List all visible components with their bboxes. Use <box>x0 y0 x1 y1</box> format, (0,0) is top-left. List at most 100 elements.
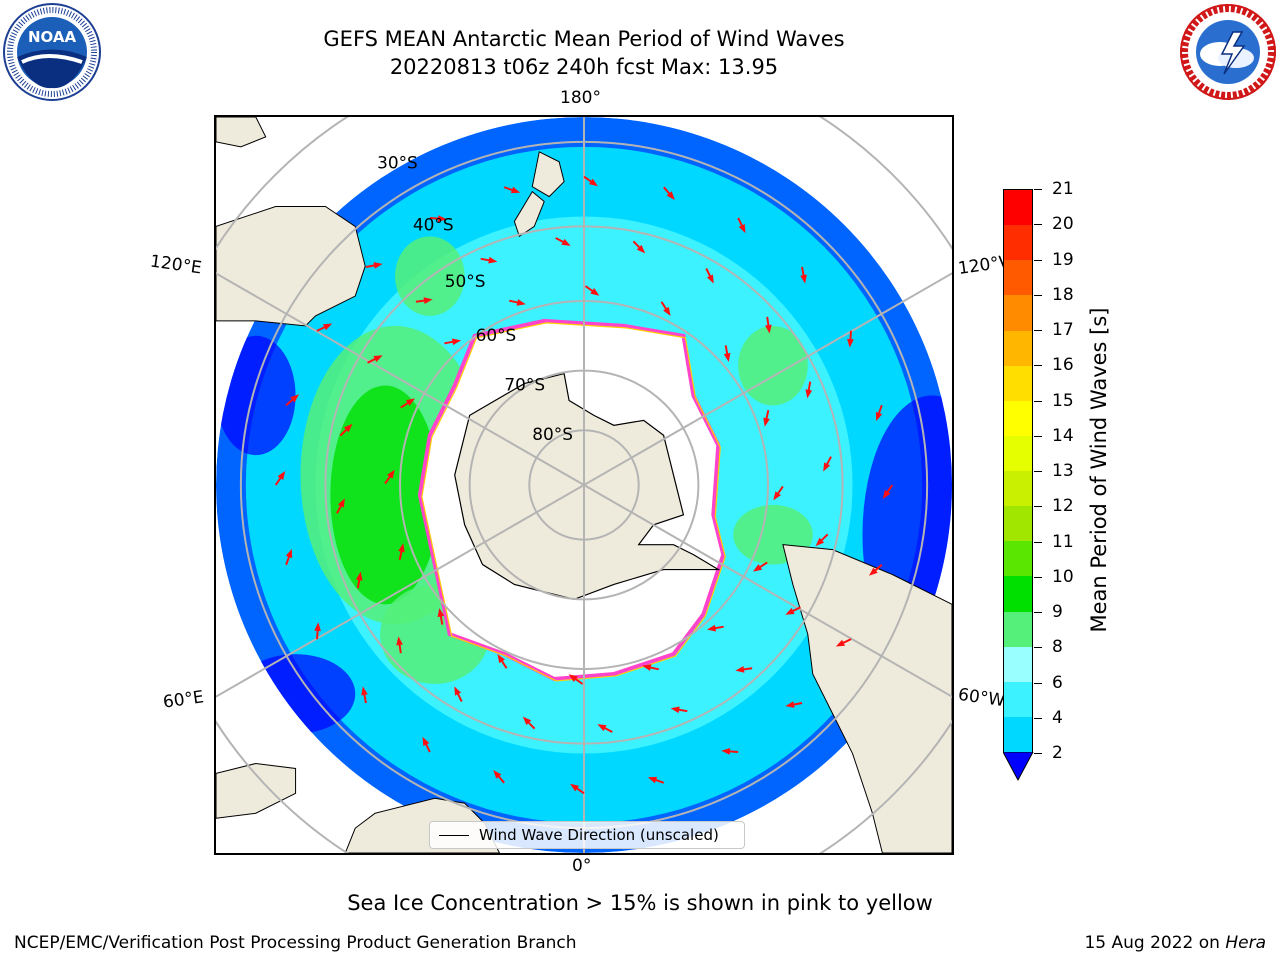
colorbar-tick-label: 9 <box>1052 602 1063 622</box>
wind-wave-arrowhead <box>516 299 526 306</box>
colorbar-segment <box>1004 541 1032 577</box>
colorbar-segment <box>1004 646 1032 682</box>
wind-wave-arrowhead <box>663 306 671 317</box>
colorbar-tick <box>1034 224 1042 226</box>
footer-date: 15 Aug 2022 on Hera <box>1084 933 1266 953</box>
colorbar-segment <box>1004 225 1032 261</box>
wind-wave-arrowhead <box>568 674 578 682</box>
colorbar-segment <box>1004 260 1032 296</box>
wind-wave-arrowhead <box>387 469 395 479</box>
colorbar-tick <box>1034 753 1042 754</box>
land-new-zealand-south <box>513 190 545 238</box>
land-australia <box>216 206 366 327</box>
lat-label-80s: 80°S <box>532 424 573 444</box>
map-canvas: 30°S 40°S 50°S 60°S 70°S 80°S <box>216 117 952 853</box>
svg-text:NOAA: NOAA <box>28 28 77 46</box>
colorbar-segment <box>1004 400 1032 436</box>
wind-wave-arrowhead <box>437 215 447 222</box>
wind-wave-arrowhead <box>847 338 854 348</box>
colorbar-tick <box>1034 717 1042 719</box>
wind-wave-arrowhead <box>522 716 532 726</box>
colorbar-tick <box>1034 400 1042 402</box>
colorbar-tick <box>1034 189 1042 190</box>
lat-label-40s: 40°S <box>413 214 454 234</box>
colorbar-label: Mean Period of Wind Waves [s] <box>1087 307 1111 633</box>
wind-wave-arrowhead <box>875 411 883 422</box>
colorbar-tick-label: 19 <box>1052 249 1074 270</box>
wind-wave-arrowhead <box>423 297 433 304</box>
wind-wave-arrowhead <box>396 636 403 646</box>
wind-wave-arrowhead <box>337 498 345 508</box>
wind-wave-arrowhead <box>588 178 598 187</box>
wind-wave-arrowhead <box>800 274 807 284</box>
wind-wave-arrowhead <box>361 686 368 696</box>
colorbar-tick <box>1034 612 1042 613</box>
wind-wave-arrowhead <box>343 423 353 433</box>
wind-wave-arrowhead <box>373 262 383 269</box>
footer-machine: Hera <box>1225 933 1266 953</box>
wind-wave-arrowhead <box>405 398 416 406</box>
chart-subtitle: 20220813 t06z 240h fcst Max: 13.95 <box>389 55 779 79</box>
colorbar-tick <box>1034 330 1042 331</box>
land-madagascar <box>216 762 297 819</box>
colorbar-extend-arrow <box>1003 752 1034 782</box>
lon-label-0: 0° <box>572 856 592 876</box>
wind-wave-arrowhead <box>835 639 846 647</box>
colorbar-segment <box>1004 295 1032 331</box>
colorbar-tick <box>1034 259 1042 261</box>
lat-label-50s: 50°S <box>445 271 486 291</box>
wind-wave-arrowhead <box>785 701 795 708</box>
colorbar-tick-label: 10 <box>1052 566 1074 587</box>
colorbar-tick-label: 11 <box>1052 531 1074 552</box>
wind-wave-arrowhead <box>882 489 891 499</box>
legend-label: Wind Wave Direction (unscaled) <box>479 826 719 844</box>
colorbar-tick-label: 18 <box>1052 284 1074 305</box>
land-new-zealand-north <box>531 151 565 198</box>
polar-map: 30°S 40°S 50°S 60°S 70°S 80°S Wind Wave … <box>214 115 954 855</box>
colorbar-tick <box>1034 682 1042 684</box>
wind-wave-arrowhead <box>666 191 675 201</box>
wind-wave-arrowhead <box>488 256 498 264</box>
legend-line-swatch <box>439 834 469 836</box>
colorbar-tick-label: 14 <box>1052 425 1074 446</box>
colorbar-tick-label: 17 <box>1052 320 1074 340</box>
wind-wave-arrowhead <box>805 389 813 399</box>
wind-wave-arrowhead <box>451 338 462 346</box>
colorbar-tick-label: 15 <box>1052 390 1074 411</box>
chart-title: GEFS MEAN Antarctic Mean Period of Wind … <box>323 27 845 51</box>
colorbar-tick <box>1034 647 1042 649</box>
colorbar-tick-label: 12 <box>1052 496 1074 517</box>
colorbar-tick <box>1034 471 1042 472</box>
lon-label-180: 180° <box>560 88 601 108</box>
land-australia-north <box>216 117 267 148</box>
wind-wave-arrowhead <box>773 491 781 501</box>
colorbar-tick-label: 4 <box>1052 707 1063 728</box>
wind-wave-arrowhead <box>706 624 717 632</box>
colorbar-segment <box>1004 330 1032 366</box>
colorbar <box>1003 189 1033 753</box>
colorbar-tick-label: 20 <box>1052 214 1074 235</box>
wind-wave-arrowhead <box>497 653 505 664</box>
wind-wave-arrows <box>274 175 894 795</box>
wind-wave-arrowhead <box>738 223 746 234</box>
lat-label-30s: 30°S <box>377 153 418 173</box>
wind-wave-arrowhead <box>752 564 763 572</box>
noaa-logo: NOAA <box>3 3 101 101</box>
wind-wave-arrowhead <box>277 471 286 481</box>
lon-label-120e: 120°E <box>148 251 203 279</box>
colorbar-tick-label: 16 <box>1052 355 1074 376</box>
colorbar-tick <box>1034 294 1042 296</box>
nws-logo <box>1180 4 1276 100</box>
wind-wave-arrowhead <box>373 355 383 363</box>
lat-label-60s: 60°S <box>476 325 517 345</box>
wind-wave-arrowhead <box>868 567 878 576</box>
colorbar-segment <box>1004 576 1032 612</box>
colorbar-tick <box>1034 506 1042 508</box>
wind-wave-arrowhead <box>561 238 571 246</box>
wind-wave-arrowhead <box>597 724 607 732</box>
colorbar-tick-label: 2 <box>1052 743 1063 763</box>
wind-wave-arrowhead <box>570 783 580 792</box>
colorbar-segment <box>1004 435 1032 471</box>
wind-wave-arrowhead <box>823 462 831 472</box>
wind-wave-arrowhead <box>706 274 714 284</box>
